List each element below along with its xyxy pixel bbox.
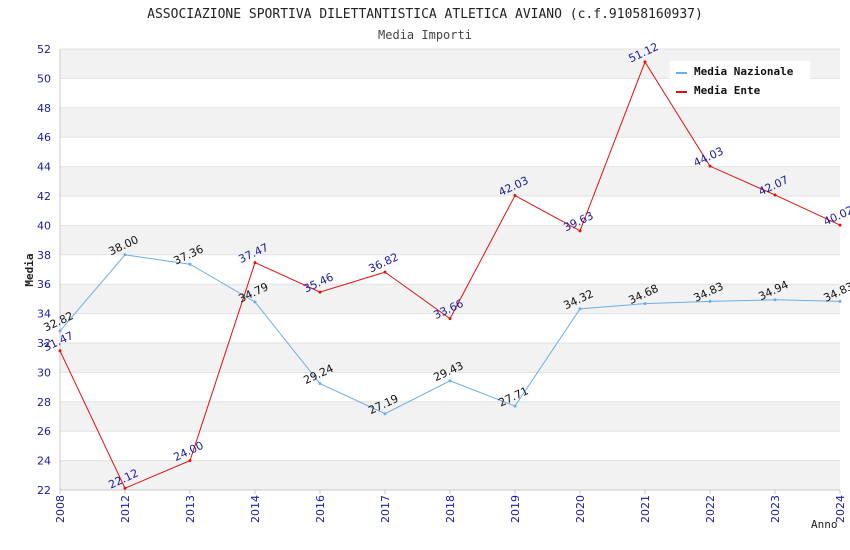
data-point-media-nazionale xyxy=(513,404,517,408)
y-tick-label: 44 xyxy=(37,161,51,174)
data-point-media-nazionale xyxy=(708,299,712,303)
data-point-media-nazionale xyxy=(253,300,257,304)
data-point-media-nazionale xyxy=(123,253,127,257)
y-tick-label: 46 xyxy=(37,131,51,144)
x-tick-label: 2008 xyxy=(54,495,67,523)
legend-box xyxy=(670,61,810,101)
y-axis-label: Media xyxy=(23,253,36,286)
data-point-media-ente xyxy=(643,60,647,64)
y-tick-label: 22 xyxy=(37,484,51,497)
grid-band xyxy=(60,401,840,432)
y-tick-label: 40 xyxy=(37,219,51,232)
grid-band xyxy=(60,372,840,402)
data-point-media-ente xyxy=(708,164,712,168)
y-tick-label: 30 xyxy=(37,366,51,379)
chart-subtitle: Media Importi xyxy=(378,28,472,42)
y-tick-label: 48 xyxy=(37,102,51,115)
x-tick-label: 2021 xyxy=(639,495,652,523)
x-tick-label: 2019 xyxy=(509,495,522,523)
grid-band xyxy=(60,431,840,461)
grid-band xyxy=(60,137,840,167)
y-tick-label: 34 xyxy=(37,308,51,321)
x-tick-label: 2020 xyxy=(574,495,587,523)
data-point-media-ente xyxy=(448,317,452,321)
chart-title: ASSOCIAZIONE SPORTIVA DILETTANTISTICA AT… xyxy=(147,7,703,22)
legend: Media Nazionale Media Ente xyxy=(670,61,810,101)
data-point-media-ente xyxy=(513,194,517,198)
grid-band xyxy=(60,254,840,285)
legend-label-media-ente: Media Ente xyxy=(694,84,761,97)
data-point-media-ente xyxy=(253,261,257,265)
x-tick-label: 2023 xyxy=(769,495,782,523)
grid-band xyxy=(60,196,840,226)
x-tick-label: 2018 xyxy=(444,495,457,523)
grid-bands xyxy=(60,48,840,491)
data-point-media-nazionale xyxy=(383,412,387,416)
x-tick-label: 2012 xyxy=(119,495,132,523)
x-axis-label: Anno xyxy=(811,518,838,531)
grid-band xyxy=(60,107,840,138)
grid-band xyxy=(60,284,840,314)
grid-band xyxy=(60,343,840,373)
grid-band xyxy=(60,225,840,255)
data-point-media-nazionale xyxy=(773,298,777,302)
y-tick-label: 24 xyxy=(37,455,51,468)
y-tick-label: 36 xyxy=(37,278,51,291)
y-tick-label: 26 xyxy=(37,425,51,438)
x-axis-ticks: 2008 2012 2013 2014 2016 2017 2018 2019 2020 2021… xyxy=(54,490,847,523)
y-tick-label: 28 xyxy=(37,396,51,409)
y-tick-label: 42 xyxy=(37,190,51,203)
data-point-media-ente xyxy=(383,270,387,274)
x-tick-label: 2022 xyxy=(704,495,717,523)
data-point-media-nazionale xyxy=(578,307,582,311)
x-tick-label: 2014 xyxy=(249,495,262,523)
grid-band xyxy=(60,460,840,490)
data-point-media-ente xyxy=(58,349,62,353)
data-point-media-nazionale xyxy=(318,382,322,386)
x-tick-label: 2017 xyxy=(379,495,392,523)
y-tick-label: 50 xyxy=(37,72,51,85)
grid-band xyxy=(60,166,840,196)
y-tick-label: 32 xyxy=(37,337,51,350)
data-point-media-ente xyxy=(123,486,127,490)
x-tick-label: 2024 xyxy=(834,495,847,523)
data-point-media-ente xyxy=(318,290,322,294)
y-axis-ticks: 22 24 26 28 30 32 34 36 38 40 42 44 46 48 50 52 xyxy=(37,43,51,497)
data-point-media-ente xyxy=(578,229,582,233)
data-point-media-ente xyxy=(773,193,777,197)
data-point-media-nazionale xyxy=(838,299,842,303)
series-lines xyxy=(58,60,842,490)
data-point-media-nazionale xyxy=(58,329,62,333)
x-tick-label: 2013 xyxy=(184,495,197,523)
y-tick-label: 52 xyxy=(37,43,51,56)
data-point-media-ente xyxy=(188,459,192,463)
data-point-media-nazionale xyxy=(643,302,647,306)
x-tick-label: 2016 xyxy=(314,495,327,523)
legend-label-media-nazionale: Media Nazionale xyxy=(694,65,794,78)
data-point-media-ente xyxy=(838,223,842,227)
data-point-media-nazionale xyxy=(448,379,452,383)
data-point-media-nazionale xyxy=(188,262,192,266)
y-tick-label: 38 xyxy=(37,249,51,262)
